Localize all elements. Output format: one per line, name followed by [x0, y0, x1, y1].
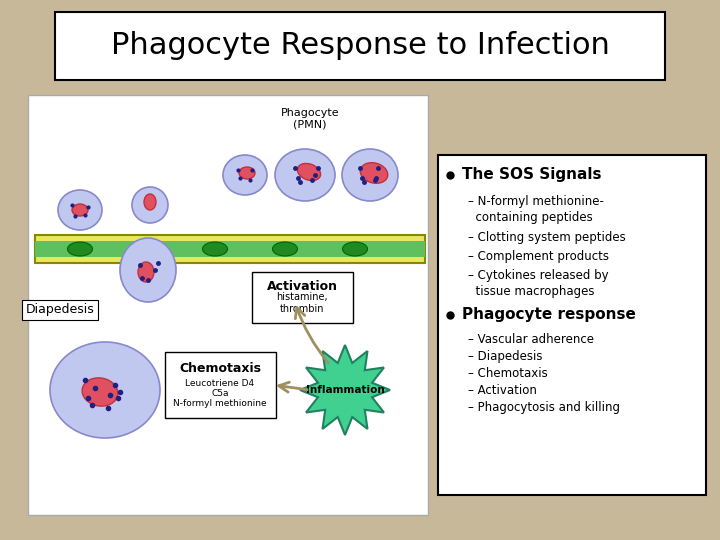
Ellipse shape — [297, 164, 320, 180]
Text: Phagocyte
(PMN): Phagocyte (PMN) — [281, 108, 339, 130]
Text: C5a: C5a — [211, 388, 229, 397]
Ellipse shape — [360, 163, 388, 183]
Text: Chemotaxis: Chemotaxis — [179, 361, 261, 375]
Ellipse shape — [72, 204, 88, 216]
Ellipse shape — [144, 194, 156, 210]
Polygon shape — [300, 345, 390, 435]
Text: – Complement products: – Complement products — [468, 250, 609, 263]
FancyBboxPatch shape — [165, 352, 276, 418]
Ellipse shape — [202, 242, 228, 256]
FancyBboxPatch shape — [35, 235, 425, 263]
Text: – Activation: – Activation — [468, 384, 537, 397]
FancyBboxPatch shape — [438, 155, 706, 495]
FancyBboxPatch shape — [252, 272, 353, 323]
FancyBboxPatch shape — [55, 12, 665, 80]
Text: – Diapedesis: – Diapedesis — [468, 350, 542, 363]
Text: Activation: Activation — [266, 280, 338, 294]
Text: Diapedesis: Diapedesis — [26, 303, 94, 316]
Text: histamine,
thrombin: histamine, thrombin — [276, 292, 328, 314]
Ellipse shape — [82, 378, 118, 406]
Text: – N-formyl methionine-
  containing peptides: – N-formyl methionine- containing peptid… — [468, 195, 604, 224]
Ellipse shape — [50, 342, 160, 438]
Text: Phagocyte Response to Infection: Phagocyte Response to Infection — [111, 31, 609, 60]
Ellipse shape — [120, 238, 176, 302]
FancyBboxPatch shape — [35, 241, 425, 257]
Text: Leucotriene D4: Leucotriene D4 — [186, 379, 255, 388]
Ellipse shape — [132, 187, 168, 223]
Ellipse shape — [275, 149, 335, 201]
Text: N-formyl methionine: N-formyl methionine — [174, 399, 267, 408]
Ellipse shape — [132, 242, 158, 256]
Ellipse shape — [343, 242, 367, 256]
Ellipse shape — [272, 242, 297, 256]
Text: – Cytokines released by
  tissue macrophages: – Cytokines released by tissue macrophag… — [468, 269, 608, 298]
Ellipse shape — [138, 262, 154, 282]
Text: – Chemotaxis: – Chemotaxis — [468, 367, 548, 380]
Text: Inflammation: Inflammation — [305, 385, 384, 395]
Ellipse shape — [68, 242, 92, 256]
Text: The SOS Signals: The SOS Signals — [462, 167, 601, 183]
FancyBboxPatch shape — [28, 95, 428, 515]
Text: – Phagocytosis and killing: – Phagocytosis and killing — [468, 401, 620, 414]
Text: Phagocyte response: Phagocyte response — [462, 307, 636, 322]
Ellipse shape — [239, 167, 255, 179]
Ellipse shape — [223, 155, 267, 195]
Ellipse shape — [58, 190, 102, 230]
Ellipse shape — [342, 149, 398, 201]
Text: – Vascular adherence: – Vascular adherence — [468, 333, 594, 346]
Text: – Clotting system peptides: – Clotting system peptides — [468, 231, 626, 244]
